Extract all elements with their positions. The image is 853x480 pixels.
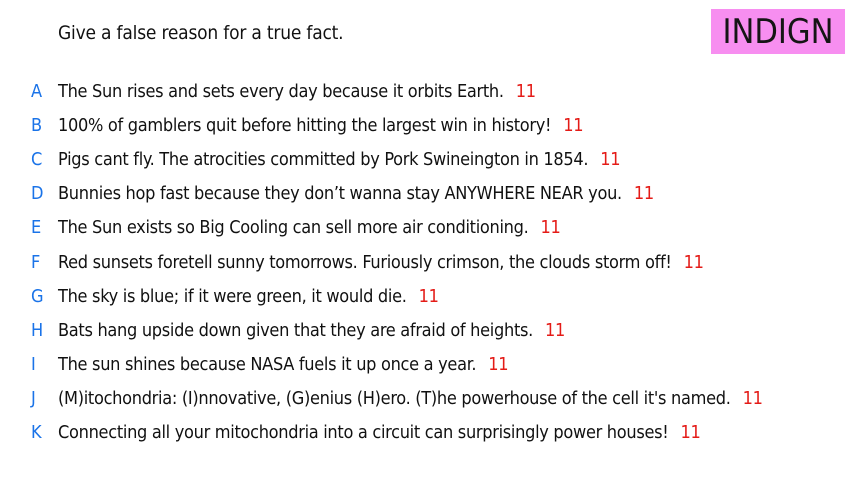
answer-text: (M)itochondria: (I)nnovative, (G)enius (… xyxy=(58,388,731,410)
answer-row-i[interactable]: I The sun shines because NASA fuels it u… xyxy=(0,348,853,382)
answer-text: 100% of gamblers quit before hitting the… xyxy=(58,114,552,136)
answer-text-wrap: Bats hang upside down given that they ar… xyxy=(58,320,565,341)
player-name-badge: INDIGN xyxy=(711,9,845,54)
answer-letter: G xyxy=(31,285,44,307)
player-name-label: INDIGN xyxy=(722,11,834,52)
answer-letter: I xyxy=(31,354,36,376)
prompt-text: Give a false reason for a true fact. xyxy=(58,22,344,44)
answer-letter: A xyxy=(31,80,42,102)
answer-text-wrap: (M)itochondria: (I)nnovative, (G)enius (… xyxy=(58,388,763,409)
answer-text-wrap: Red sunsets foretell sunny tomorrows. Fu… xyxy=(58,252,704,273)
answer-letter: E xyxy=(31,217,41,239)
answer-letter: D xyxy=(31,183,44,205)
answer-letter: B xyxy=(31,114,42,136)
vote-count: 11 xyxy=(742,388,763,410)
answer-letter: K xyxy=(31,422,42,444)
answer-text: Red sunsets foretell sunny tomorrows. Fu… xyxy=(58,251,672,273)
answer-row-e[interactable]: E The Sun exists so Big Cooling can sell… xyxy=(0,211,853,245)
vote-count: 11 xyxy=(683,251,704,273)
vote-count: 11 xyxy=(418,285,439,307)
vote-count: 11 xyxy=(515,80,536,102)
answer-row-k[interactable]: K Connecting all your mitochondria into … xyxy=(0,416,853,450)
answer-text-wrap: The sky is blue; if it were green, it wo… xyxy=(58,286,439,307)
answer-text: Connecting all your mitochondria into a … xyxy=(58,422,669,444)
answer-letter: C xyxy=(31,148,43,170)
answer-text-wrap: The Sun exists so Big Cooling can sell m… xyxy=(58,217,561,239)
answer-text-wrap: The Sun rises and sets every day because… xyxy=(58,81,536,102)
vote-count: 11 xyxy=(544,319,565,341)
vote-count: 11 xyxy=(633,183,654,205)
answer-text-wrap: 100% of gamblers quit before hitting the… xyxy=(58,114,584,136)
vote-count: 11 xyxy=(488,354,509,376)
vote-count: 11 xyxy=(680,422,701,444)
answer-letter: H xyxy=(31,319,43,341)
answer-text-wrap: Connecting all your mitochondria into a … xyxy=(58,422,701,444)
answer-row-d[interactable]: D Bunnies hop fast because they don’t wa… xyxy=(0,177,853,211)
answer-letter: F xyxy=(31,251,41,273)
answer-row-c[interactable]: C Pigs cant fly. The atrocities committe… xyxy=(0,142,853,176)
answer-text: The Sun exists so Big Cooling can sell m… xyxy=(58,217,529,239)
vote-count: 11 xyxy=(540,217,561,239)
answer-row-f[interactable]: F Red sunsets foretell sunny tomorrows. … xyxy=(0,245,853,279)
answer-text: The sun shines because NASA fuels it up … xyxy=(58,354,477,376)
answer-row-j[interactable]: J (M)itochondria: (I)nnovative, (G)enius… xyxy=(0,382,853,416)
answer-list: A The Sun rises and sets every day becau… xyxy=(0,74,853,450)
answer-text: Pigs cant fly. The atrocities committed … xyxy=(58,148,589,170)
answer-row-a[interactable]: A The Sun rises and sets every day becau… xyxy=(0,74,853,108)
answer-text-wrap: The sun shines because NASA fuels it up … xyxy=(58,354,509,376)
answer-text: Bats hang upside down given that they ar… xyxy=(58,319,533,341)
answer-text-wrap: Pigs cant fly. The atrocities committed … xyxy=(58,148,621,170)
vote-count: 11 xyxy=(600,148,621,170)
answer-text: Bunnies hop fast because they don’t wann… xyxy=(58,183,622,205)
answer-row-h[interactable]: H Bats hang upside down given that they … xyxy=(0,313,853,347)
answer-text-wrap: Bunnies hop fast because they don’t wann… xyxy=(58,183,654,204)
vote-count: 11 xyxy=(563,114,584,136)
answer-row-g[interactable]: G The sky is blue; if it were green, it … xyxy=(0,279,853,313)
answer-letter: J xyxy=(31,388,36,410)
answer-row-b[interactable]: B 100% of gamblers quit before hitting t… xyxy=(0,108,853,142)
answer-text: The Sun rises and sets every day because… xyxy=(58,80,504,102)
answer-text: The sky is blue; if it were green, it wo… xyxy=(58,285,407,307)
